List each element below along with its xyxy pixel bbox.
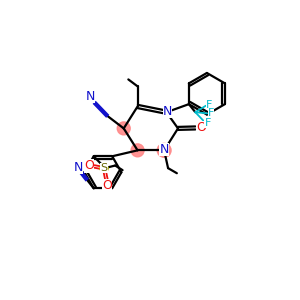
Text: F: F — [204, 118, 211, 128]
Text: O: O — [102, 179, 112, 192]
Text: N: N — [163, 105, 172, 118]
Circle shape — [131, 144, 144, 157]
Circle shape — [117, 122, 130, 135]
Text: O: O — [196, 121, 206, 134]
Text: F: F — [208, 108, 214, 118]
Text: O: O — [84, 160, 94, 172]
Text: F: F — [206, 100, 212, 110]
Circle shape — [157, 143, 171, 157]
Text: N: N — [86, 90, 95, 103]
Text: S: S — [100, 163, 108, 173]
Text: N: N — [160, 143, 169, 156]
Text: N: N — [73, 161, 83, 174]
Circle shape — [100, 164, 108, 172]
